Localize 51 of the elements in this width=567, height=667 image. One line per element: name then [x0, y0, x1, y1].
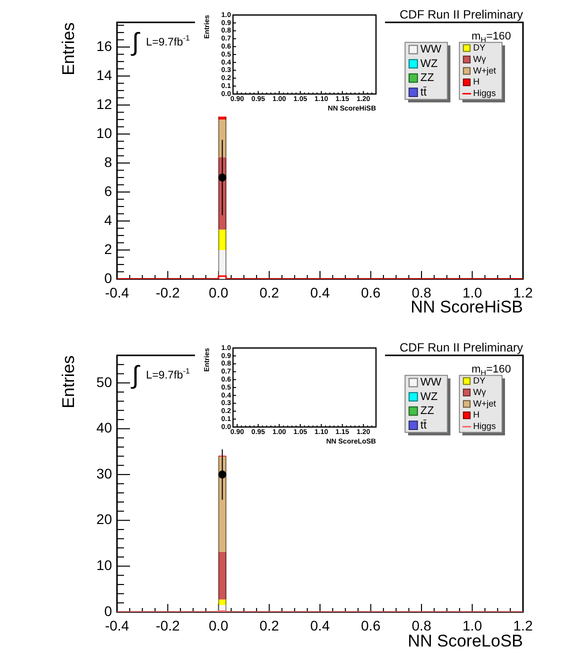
legend-label: H — [473, 410, 480, 420]
y-tick-label: 8 — [104, 154, 112, 170]
legend-label: DY — [473, 376, 486, 386]
y-tick-label: 0 — [104, 270, 112, 286]
y-tick-label: 30 — [96, 465, 112, 482]
y-tick-label: 12 — [96, 96, 112, 112]
y-tick-label: 50 — [96, 374, 112, 390]
legend-label: Higgs — [473, 421, 496, 432]
x-tick-label: -0.2 — [156, 617, 180, 634]
legend-label: WZ — [420, 390, 438, 403]
legend-label: tt̄ — [420, 86, 427, 98]
y-tick-label: 0 — [104, 602, 112, 619]
y-axis-title: Entries — [58, 355, 78, 408]
legend-label: WZ — [420, 58, 438, 70]
legend-label: ZZ — [420, 72, 434, 84]
x-axis-title: NN ScoreLoSB — [408, 631, 523, 650]
y-tick-label: 4 — [104, 212, 112, 228]
legend-label: Wγ — [473, 54, 486, 64]
y-tick-label: 16 — [96, 38, 112, 54]
x-tick-label: 0.6 — [361, 284, 381, 300]
legend-label: W+jet — [473, 398, 497, 408]
y-tick-label: 40 — [96, 420, 112, 436]
legend-label: Wγ — [473, 386, 486, 397]
x-tick-label: -0.4 — [104, 284, 130, 300]
x-tick-label: 0.4 — [310, 284, 330, 300]
chart-title: CDF Run II Preliminary — [400, 8, 523, 22]
x-tick-label: 0.6 — [361, 617, 381, 634]
y-tick-label: 6 — [104, 182, 112, 199]
legend-label: ZZ — [420, 405, 434, 418]
legend-label: Higgs — [473, 88, 496, 98]
y-axis-title: Entries — [58, 22, 78, 76]
legend-label: W+jet — [473, 65, 497, 76]
x-tick-label: -0.4 — [104, 617, 130, 634]
legend-label: WW — [420, 44, 442, 56]
x-tick-label: 1.0 — [462, 617, 482, 634]
legend-label: H — [473, 76, 480, 87]
x-tick-label: -0.2 — [156, 284, 180, 300]
y-tick-label: 10 — [96, 557, 112, 574]
y-tick-label: 2 — [104, 240, 112, 257]
y-tick-label: 20 — [96, 511, 112, 528]
x-tick-label: 0.4 — [310, 617, 330, 634]
chart-title: CDF Run II Preliminary — [400, 340, 523, 355]
x-tick-label: 0.2 — [260, 284, 280, 300]
x-tick-label: 0.2 — [260, 617, 280, 634]
x-tick-label: 0.8 — [412, 617, 432, 634]
y-tick-label: 14 — [96, 66, 112, 83]
legend-label: WW — [420, 376, 442, 389]
legend-label: tt̄ — [420, 418, 427, 432]
legend-label: DY — [473, 42, 486, 53]
y-tick-label: 10 — [96, 124, 112, 141]
x-tick-label: 1.2 — [513, 617, 533, 634]
